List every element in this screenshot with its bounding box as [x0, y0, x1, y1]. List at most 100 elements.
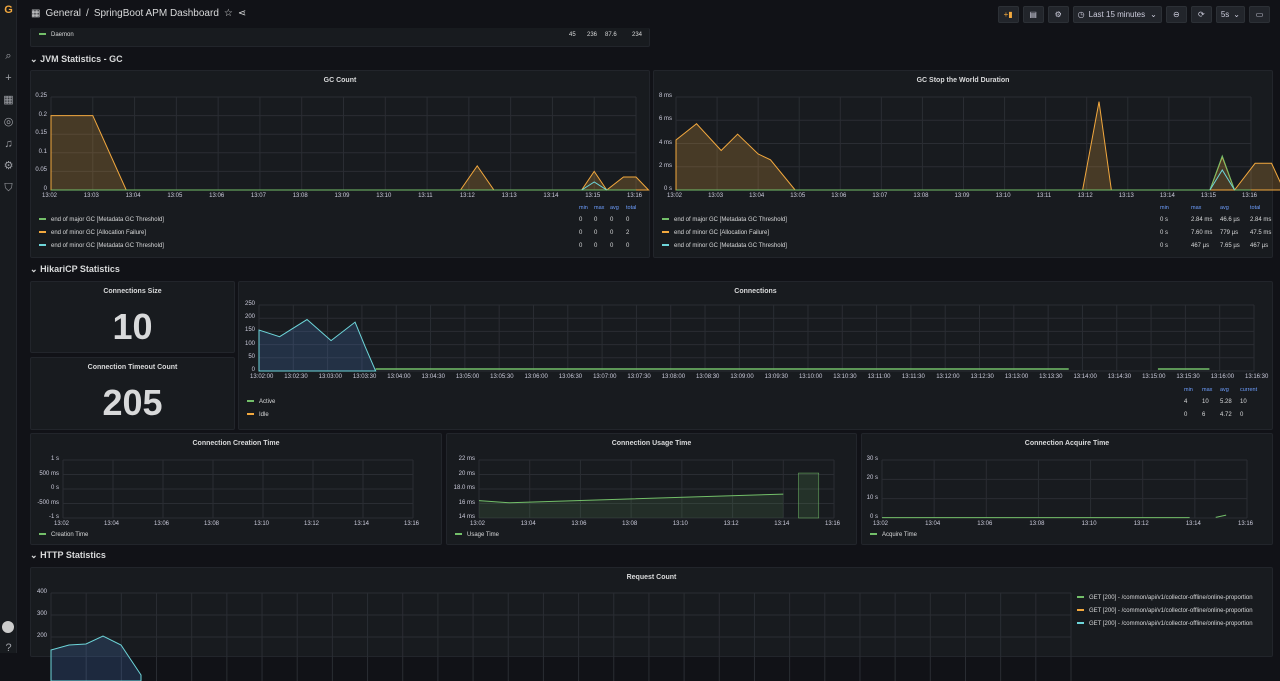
page-title[interactable]: SpringBoot APM Dashboard [93, 8, 219, 19]
y-tick-label: 16 ms [458, 499, 475, 506]
sidebar: G ⌕ + ▦ ◎ ♫ ⚙ ⛉ ? [0, 0, 17, 654]
legend-item[interactable]: end of minor GC [Metadata GC Threshold] [662, 243, 787, 249]
y-tick-label: 18.0 ms [453, 485, 475, 491]
legend-header[interactable]: avg [1220, 387, 1229, 393]
row-http[interactable]: ⌄ HTTP Statistics [30, 550, 106, 565]
legend-value: 0 [610, 217, 614, 223]
explore-icon[interactable]: ◎ [3, 116, 14, 128]
legend-item[interactable]: Active [247, 399, 275, 405]
panel-title[interactable]: Connection Acquire Time [1024, 440, 1110, 447]
panel-title[interactable]: Connection Creation Time [192, 440, 280, 447]
legend-swatch [39, 533, 46, 536]
dashboards-icon[interactable]: ▦ [3, 94, 14, 106]
gc-stw-panel: GC Stop the World Duration 8 ms 6 ms 4 ms 2… [653, 70, 1280, 258]
search-icon[interactable]: ⌕ [5, 50, 12, 62]
legend-header[interactable]: max [1191, 205, 1202, 211]
time-picker[interactable]: ◷ Last 15 minutes ⌄ [1072, 6, 1162, 23]
legend-header[interactable]: total [626, 205, 637, 211]
x-tick-label: 13:04 [125, 193, 141, 199]
legend-item[interactable]: end of minor GC [Allocation Failure] [662, 230, 769, 236]
plot-area[interactable] [478, 459, 835, 519]
add-panel-button[interactable]: +▮ [997, 6, 1019, 23]
row-jvm-gc[interactable]: ⌄ JVM Statistics - GC [30, 54, 123, 69]
refresh-button[interactable]: ⟳ [1190, 6, 1212, 23]
x-tick-label: 13:04 [520, 521, 536, 527]
x-tick-label: 13:08 [204, 521, 220, 527]
panel-title[interactable]: GC Count [323, 77, 357, 84]
x-tick-label: 13:10:30 [833, 374, 857, 380]
legend-header[interactable]: total [1250, 205, 1261, 211]
y-tick-label: 2 ms [658, 162, 672, 169]
legend-header[interactable]: min [579, 205, 588, 211]
legend-item[interactable]: end of minor GC [Metadata GC Threshold] [39, 243, 164, 249]
legend-item[interactable]: end of major GC [Metadata GC Threshold] [39, 217, 164, 223]
plot-area[interactable] [50, 96, 650, 191]
panel-title[interactable]: GC Stop the World Duration [916, 77, 1010, 84]
plot-area[interactable] [62, 459, 414, 519]
legend-header[interactable]: min [1184, 387, 1193, 393]
y-tick-label: 0.15 [35, 130, 47, 137]
panel-title[interactable]: Connection Timeout Count [87, 364, 178, 371]
x-tick-label: 13:12 [1077, 193, 1093, 199]
legend-item[interactable]: Idle [247, 412, 269, 418]
series-usage-fill [479, 494, 784, 518]
legend-label: end of minor GC [Allocation Failure] [51, 230, 147, 236]
alerting-icon[interactable]: ♫ [4, 138, 13, 150]
zoom-out-button[interactable]: ⊖ [1165, 6, 1187, 23]
config-icon[interactable]: ⚙ [3, 160, 14, 172]
grafana-logo-icon[interactable]: G [4, 4, 13, 16]
legend-header[interactable]: max [594, 205, 605, 211]
share-icon[interactable]: ⋖ [237, 8, 247, 19]
legend-item[interactable]: Creation Time [39, 532, 88, 538]
x-tick-label: 13:14 [543, 193, 559, 199]
legend-value: 5.28 [1220, 399, 1232, 405]
legend-header[interactable]: min [1160, 205, 1169, 211]
plot-area[interactable] [881, 459, 1248, 519]
row-hikaricp[interactable]: ⌄ HikariCP Statistics [30, 264, 120, 279]
help-icon[interactable]: ? [5, 642, 12, 654]
legend-swatch [247, 400, 254, 403]
y-tick-label: 30 s [866, 456, 878, 462]
star-icon[interactable]: ☆ [223, 8, 233, 19]
legend-header[interactable]: avg [1220, 205, 1229, 211]
legend-item[interactable]: GET [200] - /common/api/v1/collector-off… [1077, 621, 1253, 627]
breadcrumb-root[interactable]: General [45, 8, 82, 19]
x-tick-label: 13:06 [209, 193, 225, 199]
legend-item[interactable]: end of major GC [Metadata GC Threshold] [662, 217, 787, 223]
plot-area[interactable] [50, 592, 1072, 681]
legend-item[interactable]: GET [200] - /common/api/v1/collector-off… [1077, 595, 1253, 601]
panel-title[interactable]: Connection Usage Time [611, 440, 692, 447]
x-tick-label: 13:06:00 [524, 374, 548, 380]
plot-area[interactable] [258, 304, 1255, 372]
legend-value: 0 s [1160, 243, 1169, 249]
panel-title[interactable]: Request Count [626, 574, 677, 581]
plot-area[interactable] [675, 96, 1280, 192]
x-tick-label: 13:14 [774, 521, 790, 527]
legend-header[interactable]: max [1202, 387, 1213, 393]
x-tick-label: 13:11:00 [867, 374, 891, 380]
legend-item[interactable]: Acquire Time [870, 532, 917, 538]
settings-button[interactable]: ⚙ [1047, 6, 1069, 23]
kiosk-mode-button[interactable]: ▭ [1249, 6, 1270, 23]
x-tick-label: 13:10 [376, 193, 392, 199]
y-tick-label: 50 [248, 353, 255, 360]
legend-value: 0 [610, 230, 614, 236]
legend-item[interactable]: Usage Time [455, 532, 499, 538]
panel-title[interactable]: Connections Size [103, 288, 162, 295]
legend-item[interactable]: GET [200] - /common/api/v1/collector-off… [1077, 608, 1253, 614]
legend-item[interactable]: end of minor GC [Allocation Failure] [39, 230, 146, 236]
shield-icon[interactable]: ⛉ [4, 182, 13, 194]
y-tick-label: 1 s [50, 456, 59, 462]
refresh-interval-picker[interactable]: 5s ⌄ [1215, 6, 1245, 23]
plus-icon[interactable]: + [5, 72, 12, 84]
avatar[interactable] [2, 621, 14, 633]
chevron-down-icon: ⌄ [1150, 10, 1157, 19]
panel-title[interactable]: Connections [734, 288, 777, 295]
legend-header[interactable]: current [1240, 387, 1258, 393]
legend-item-daemon[interactable]: Daemon [39, 32, 74, 38]
y-tick-label: 0 s [663, 186, 672, 192]
legend-header[interactable]: avg [610, 205, 619, 211]
x-tick-label: 13:09 [334, 193, 350, 199]
save-button[interactable]: ▤ [1022, 6, 1044, 23]
legend-label: Acquire Time [882, 532, 918, 538]
